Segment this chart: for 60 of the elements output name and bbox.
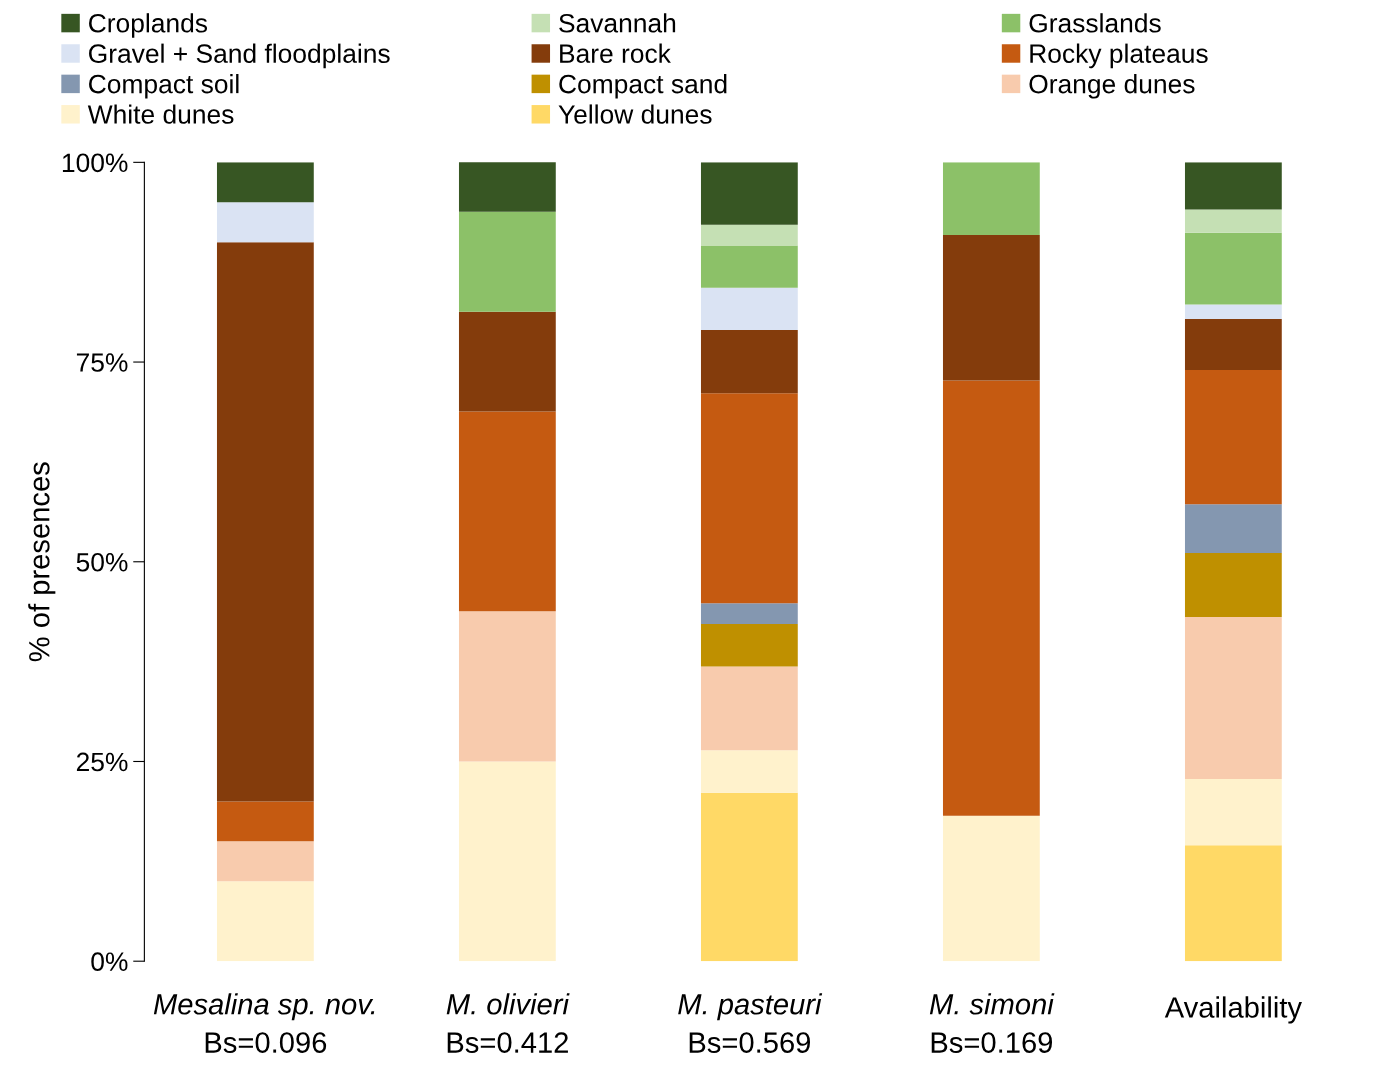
- bar: [1184, 370, 1282, 505]
- bar: [700, 666, 798, 751]
- legend-label: Savannah: [559, 13, 676, 33]
- bar: [942, 815, 1040, 962]
- legend-label: White dunes: [87, 104, 234, 124]
- bar: [700, 750, 798, 793]
- bar: [700, 245, 798, 288]
- bar: [700, 330, 798, 394]
- x-tick-label: M. olivieri Bs=0.412: [446, 993, 570, 1053]
- legend-label: Orange dunes: [1029, 74, 1195, 99]
- legend-label: Bare rock: [560, 43, 671, 63]
- bar: [458, 162, 556, 212]
- legend-label: Compact soil: [89, 74, 239, 99]
- bar: [942, 235, 1040, 381]
- bar: [1184, 616, 1282, 780]
- y-axis-title: % of presences: [28, 462, 56, 662]
- bar: [458, 761, 556, 962]
- bar: [942, 380, 1040, 816]
- legend-label: Gravel + Sand floodplains: [89, 43, 390, 69]
- bar: [1184, 162, 1282, 210]
- bar: [700, 162, 798, 225]
- legend-label: Yellow dunes: [558, 104, 712, 124]
- bar: [1184, 232, 1282, 305]
- legend-label: Compact sand: [559, 74, 727, 99]
- bar: [216, 242, 314, 802]
- y-tick-label: 100%: [62, 153, 128, 173]
- bar: [458, 611, 556, 762]
- bar: [216, 841, 314, 882]
- bar: [216, 881, 314, 962]
- bar: [458, 411, 556, 612]
- bar: [216, 162, 314, 203]
- bar: [700, 287, 798, 331]
- bar: [1184, 304, 1282, 319]
- y-tick-label: 0%: [91, 952, 128, 972]
- bar: [216, 202, 314, 243]
- bar: [1184, 552, 1282, 617]
- bar: [1184, 504, 1282, 553]
- legend-label: Croplands: [89, 13, 208, 38]
- x-tick-label: Availability: [1164, 996, 1302, 1024]
- bar: [700, 624, 798, 667]
- legend-label: Rocky plateaus: [1030, 43, 1208, 69]
- y-tick-label: 75%: [76, 353, 128, 372]
- bar: [458, 311, 556, 412]
- bar: [1184, 779, 1282, 846]
- x-tick-label: M. simoni Bs=0.169: [929, 993, 1055, 1053]
- bar: [700, 792, 798, 962]
- bar: [1184, 845, 1282, 962]
- y-tick-label: 25%: [76, 752, 128, 772]
- bar: [1184, 209, 1282, 233]
- y-tick-label: 50%: [76, 552, 128, 572]
- bar: [942, 162, 1040, 236]
- bar: [216, 801, 314, 842]
- bar: [458, 211, 556, 312]
- bar: [1184, 318, 1282, 371]
- bar: [700, 224, 798, 246]
- x-tick-label: M. pasteuri Bs=0.569: [678, 993, 823, 1053]
- bar: [700, 393, 798, 604]
- x-tick-label: Mesalina sp. nov. Bs=0.096: [153, 993, 375, 1053]
- bar: [700, 603, 798, 625]
- legend-label: Grasslands: [1029, 13, 1161, 33]
